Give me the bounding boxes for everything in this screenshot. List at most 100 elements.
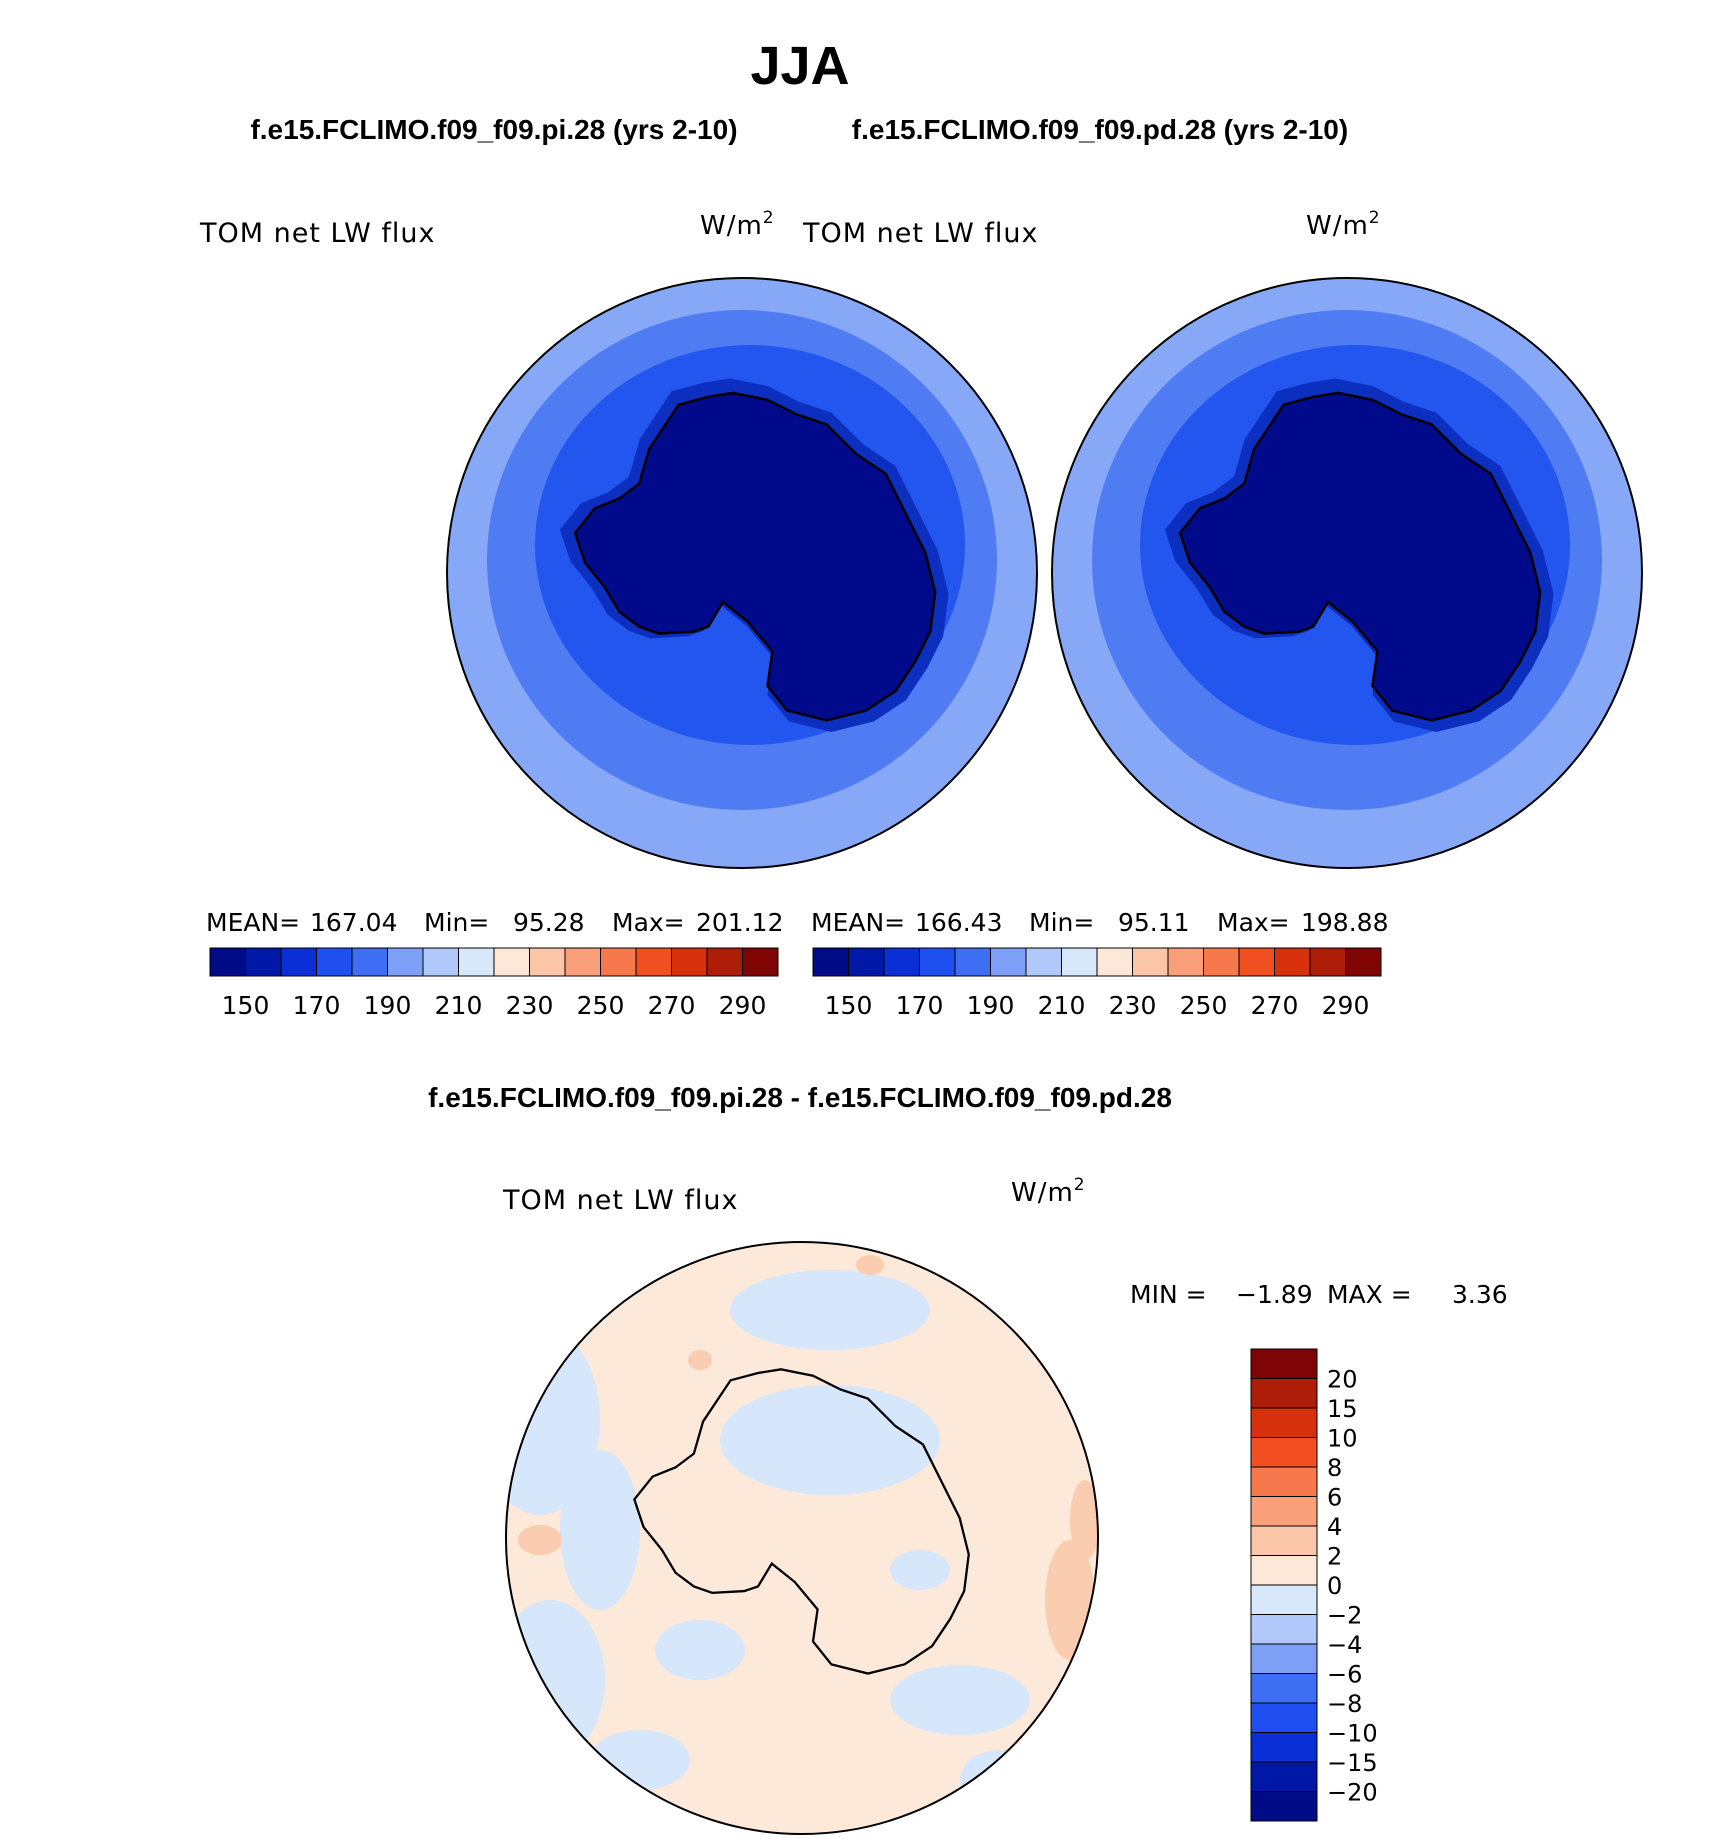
case-title-left: f.e15.FCLIMO.f09_f09.pi.28 (yrs 2-10) <box>250 114 737 145</box>
colorbar-swatch <box>1274 947 1311 977</box>
map-boundary-pi <box>446 277 1038 869</box>
anomaly-patch <box>890 1550 950 1590</box>
panel-title-pi: TOM net LW flux <box>199 218 435 249</box>
colorbar-pd: 150 170 190 210 230 250 270 290 <box>812 947 1382 1020</box>
stats-difference: MIN = −1.89 MAX = 3.36 <box>1130 1280 1508 1309</box>
colorbar-swatch <box>1096 947 1133 977</box>
colorbar-tick-label: 10 <box>1327 1425 1358 1453</box>
anomaly-patch <box>1070 1480 1098 1560</box>
min-value: 95.11 <box>1118 908 1190 937</box>
colorbar-tick-label: 150 <box>825 991 873 1020</box>
colorbar-swatch <box>1025 947 1062 977</box>
max-label: Max= <box>612 908 685 937</box>
colorbar-swatch <box>1250 1732 1318 1763</box>
max-label: Max= <box>1217 908 1290 937</box>
units-base: W/m <box>1306 211 1369 241</box>
units-exponent: 2 <box>763 208 775 228</box>
colorbar-tick-label: 290 <box>719 991 767 1020</box>
colorbar-swatch <box>351 947 388 977</box>
colorbar-swatch <box>812 947 849 977</box>
colorbar-tick-label: −15 <box>1327 1749 1378 1777</box>
colorbar-swatch <box>848 947 885 977</box>
min-value: 95.28 <box>513 908 585 937</box>
colorbar-tick-label: 2 <box>1327 1543 1342 1571</box>
colorbar-swatch <box>245 947 282 977</box>
units-label-pd: W/m2 <box>1306 208 1381 241</box>
colorbar-tick-label: −8 <box>1327 1690 1362 1718</box>
colorbar-swatch <box>1250 1791 1318 1822</box>
stats-pi: MEAN= 167.04 Min= 95.28 Max= 201.12 <box>206 908 783 937</box>
anomaly-patch <box>518 1525 562 1555</box>
colorbar-swatch <box>1250 1348 1318 1379</box>
map-panel-difference: TOM net LW flux W/m2 <box>502 1175 1508 1835</box>
stats-pd: MEAN= 166.43 Min= 95.11 Max= 198.88 <box>811 908 1388 937</box>
colorbar-swatch <box>1167 947 1204 977</box>
min-label: Min= <box>1029 908 1094 937</box>
colorbar-tick-label: 250 <box>577 991 625 1020</box>
colorbar-tick-label: 230 <box>1109 991 1157 1020</box>
colorbar-swatch <box>1250 1555 1318 1586</box>
colorbar-swatch <box>1250 1466 1318 1497</box>
colorbar-swatch <box>742 947 779 977</box>
map-panel-pi: TOM net LW flux W/m2 MEAN= 167.04 Min= 9… <box>199 208 1038 1020</box>
anomaly-patch <box>506 1600 605 1760</box>
anomaly-patch <box>856 1255 884 1275</box>
colorbar-tick-label: −20 <box>1327 1779 1378 1807</box>
colorbar-tick-label: 4 <box>1327 1513 1342 1541</box>
colorbar-swatch <box>493 947 530 977</box>
units-label-pi: W/m2 <box>700 208 775 241</box>
anomaly-patch <box>890 1665 1030 1735</box>
colorbar-tick-label: 250 <box>1180 991 1228 1020</box>
colorbar-swatch <box>1250 1614 1318 1645</box>
colorbar-swatch <box>1250 1378 1318 1409</box>
colorbar-tick-label: 8 <box>1327 1454 1342 1482</box>
colorbar-swatch <box>564 947 601 977</box>
colorbar-swatch <box>1250 1761 1318 1792</box>
colorbar-swatch <box>529 947 566 977</box>
colorbar-swatch <box>1250 1584 1318 1615</box>
colorbar-swatch <box>1309 947 1346 977</box>
colorbar-swatch <box>1250 1407 1318 1438</box>
colorbar-swatch <box>1250 1496 1318 1527</box>
max-value: 201.12 <box>696 908 783 937</box>
map-field-pd <box>1052 278 1642 868</box>
anomaly-patch <box>506 1242 550 1310</box>
colorbar-swatch <box>600 947 637 977</box>
min-value: −1.89 <box>1236 1280 1313 1309</box>
colorbar-swatch <box>706 947 743 977</box>
colorbar-swatch <box>209 947 246 977</box>
colorbar-swatch <box>1132 947 1169 977</box>
anomaly-patch <box>688 1350 712 1370</box>
anomaly-patch <box>720 1385 940 1495</box>
units-exponent: 2 <box>1074 1175 1086 1195</box>
colorbar-tick-label: 170 <box>896 991 944 1020</box>
colorbar-swatch <box>1250 1702 1318 1733</box>
map-boundary-difference <box>505 1241 1099 1835</box>
colorbar-tick-label: 290 <box>1322 991 1370 1020</box>
colorbar-swatch <box>671 947 708 977</box>
colorbar-swatch <box>1345 947 1382 977</box>
case-title-right: f.e15.FCLIMO.f09_f09.pd.28 (yrs 2-10) <box>852 114 1348 145</box>
colorbar-tick-label: 190 <box>364 991 412 1020</box>
max-value: 198.88 <box>1301 908 1388 937</box>
map-panel-pd: TOM net LW flux W/m2 MEAN= 166.43 Min= 9… <box>802 208 1643 1020</box>
mean-value: 167.04 <box>310 908 397 937</box>
colorbar-tick-label: 6 <box>1327 1484 1342 1512</box>
colorbar-swatch <box>1203 947 1240 977</box>
anomaly-patch <box>655 1620 745 1680</box>
mean-label: MEAN= <box>811 908 905 937</box>
map-field-pi <box>447 278 1037 868</box>
colorbar-tick-label: 150 <box>222 991 270 1020</box>
colorbar-swatch <box>422 947 459 977</box>
colorbar-tick-label: 0 <box>1327 1572 1342 1600</box>
colorbar-tick-label: 270 <box>1251 991 1299 1020</box>
colorbar-tick-label: 210 <box>435 991 483 1020</box>
colorbar-tick-label: 20 <box>1327 1366 1358 1394</box>
colorbar-swatch <box>954 947 991 977</box>
map-boundary-pd <box>1051 277 1643 869</box>
colorbar-swatch <box>387 947 424 977</box>
main-title: JJA <box>750 36 849 96</box>
panel-title-difference: TOM net LW flux <box>502 1185 738 1216</box>
colorbar-tick-label: 270 <box>648 991 696 1020</box>
